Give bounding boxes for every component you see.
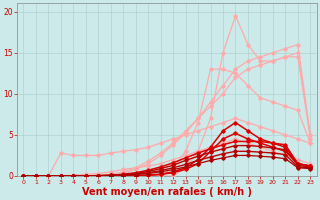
X-axis label: Vent moyen/en rafales ( km/h ): Vent moyen/en rafales ( km/h ) <box>82 187 252 197</box>
